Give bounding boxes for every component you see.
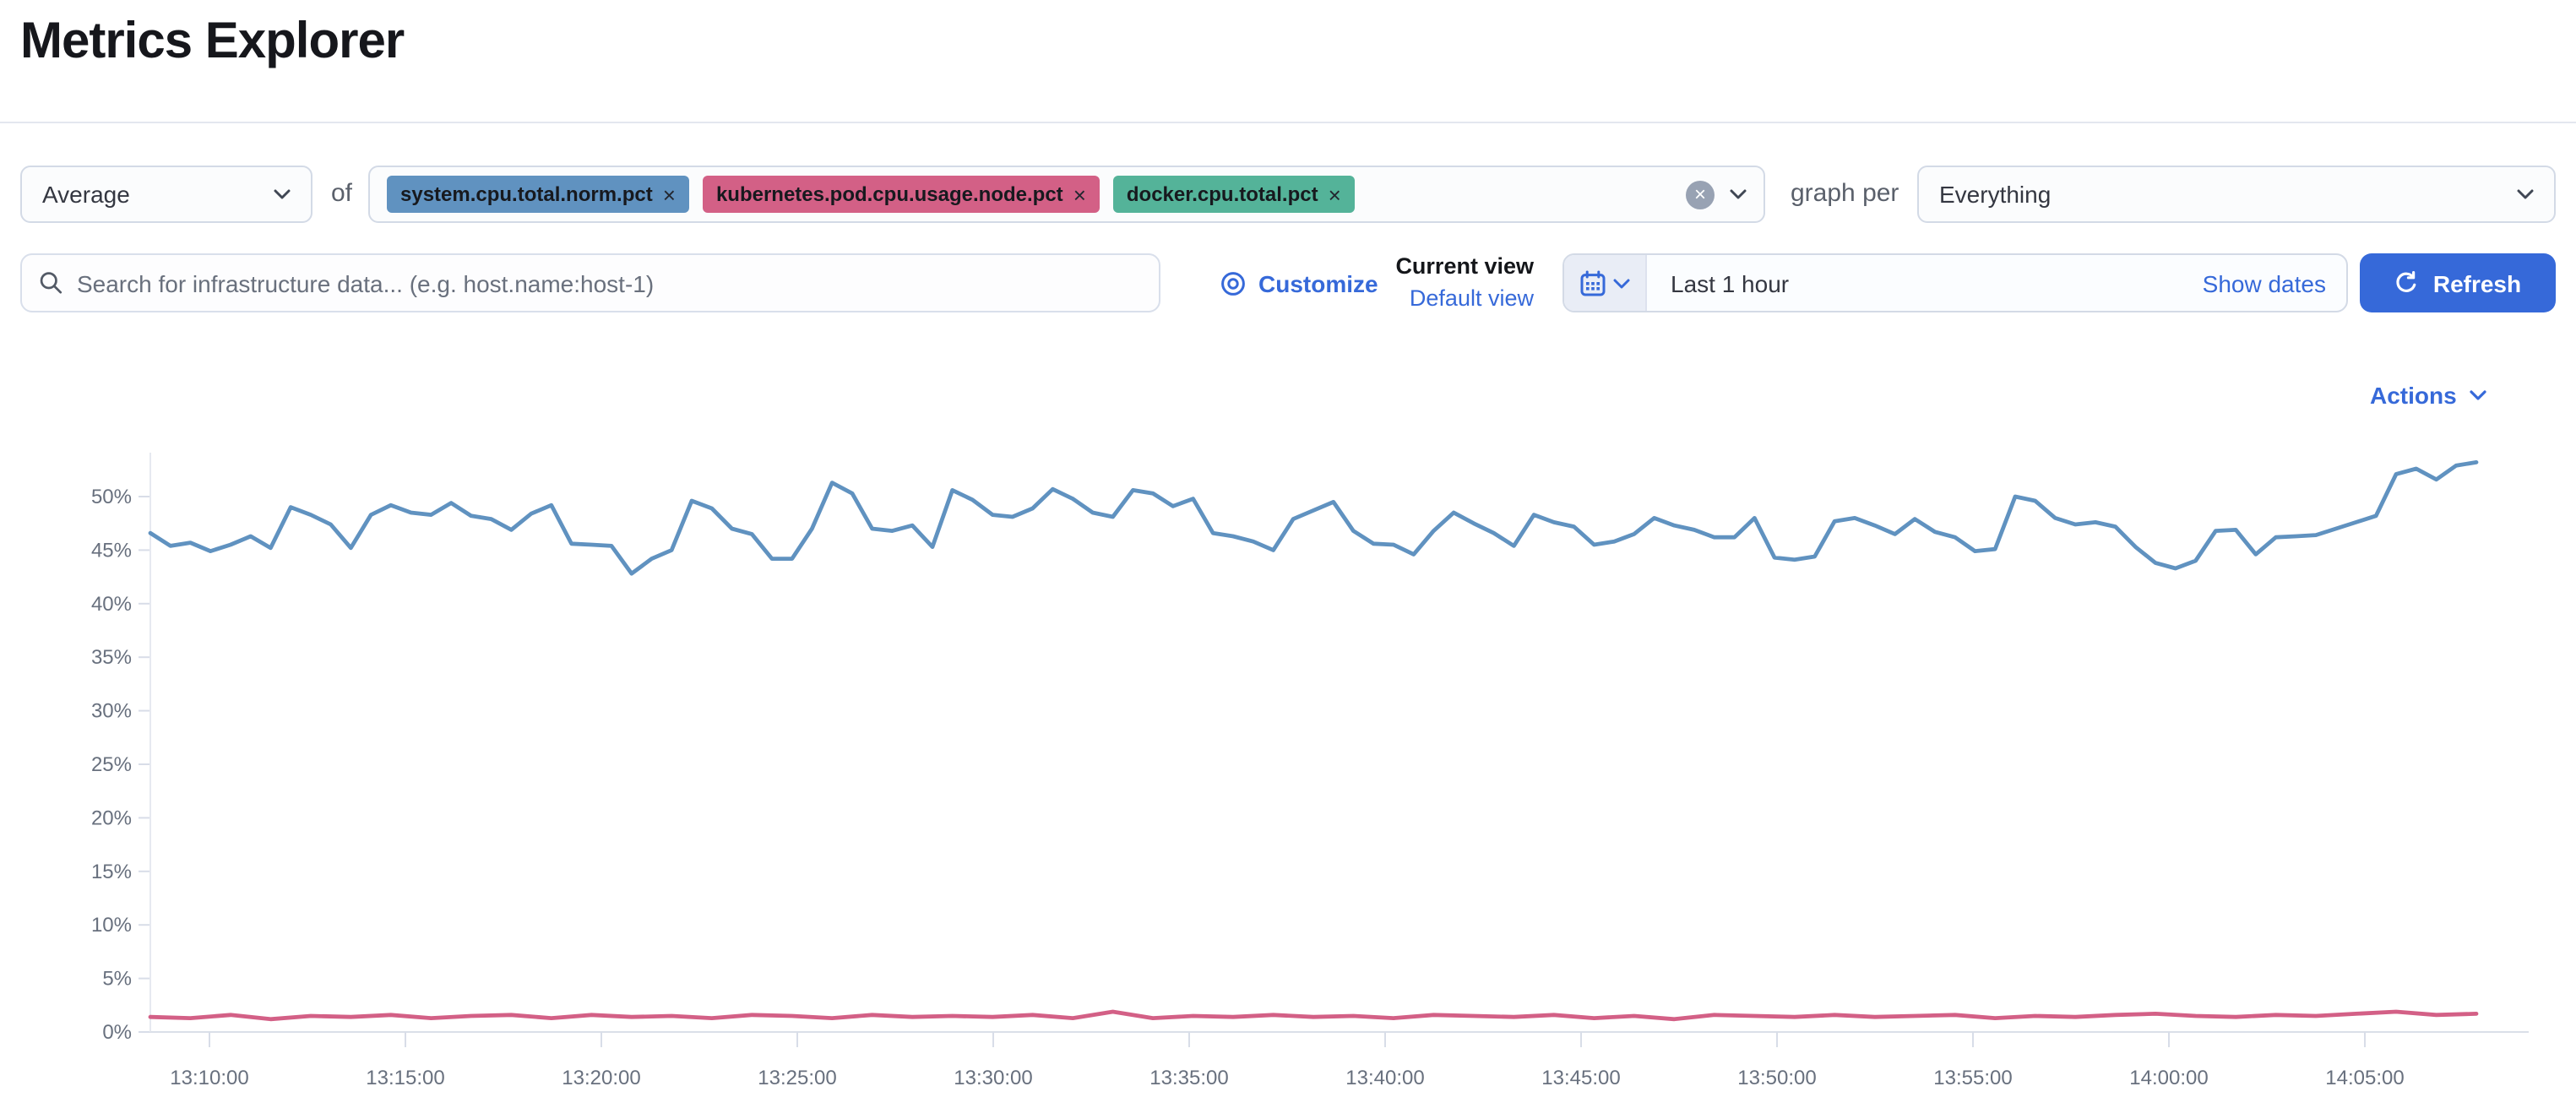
view-switcher: Current view Default view xyxy=(1301,252,1534,314)
metric-badge-label: system.cpu.total.norm.pct xyxy=(400,182,653,206)
svg-text:13:20:00: 13:20:00 xyxy=(562,1067,640,1089)
svg-text:50%: 50% xyxy=(91,486,132,508)
svg-text:40%: 40% xyxy=(91,593,132,616)
svg-text:45%: 45% xyxy=(91,539,132,562)
current-view-label: Current view xyxy=(1395,253,1534,279)
chevron-down-icon xyxy=(274,189,291,199)
actions-label: Actions xyxy=(2370,382,2457,409)
graph-per-select[interactable]: Everything xyxy=(1917,166,2556,223)
customize-icon xyxy=(1221,271,1245,295)
aggregation-value: Average xyxy=(42,181,130,208)
chevron-down-icon xyxy=(2470,390,2487,400)
default-view-link[interactable]: Default view xyxy=(1409,285,1534,311)
svg-text:13:35:00: 13:35:00 xyxy=(1149,1067,1228,1089)
combobox-controls: × xyxy=(1686,180,1747,209)
remove-metric-icon[interactable]: × xyxy=(1328,182,1341,207)
actions-menu-button[interactable]: Actions xyxy=(2370,382,2487,409)
time-range-button[interactable]: Last 1 hour xyxy=(1671,269,1790,296)
svg-text:30%: 30% xyxy=(91,700,132,723)
metric-badge[interactable]: kubernetes.pod.cpu.usage.node.pct × xyxy=(702,176,1100,213)
page-title: Metrics Explorer xyxy=(20,14,405,69)
refresh-label: Refresh xyxy=(2432,269,2522,296)
svg-text:20%: 20% xyxy=(91,807,132,829)
svg-text:13:30:00: 13:30:00 xyxy=(954,1067,1032,1089)
svg-text:13:10:00: 13:10:00 xyxy=(170,1067,248,1089)
svg-text:35%: 35% xyxy=(91,646,132,669)
search-icon xyxy=(40,272,62,294)
metrics-combobox[interactable]: system.cpu.total.norm.pct × kubernetes.pod… xyxy=(368,166,1765,223)
of-label: of xyxy=(331,179,353,208)
title-divider xyxy=(0,122,2576,123)
metric-badges: system.cpu.total.norm.pct × kubernetes.pod… xyxy=(387,176,1355,213)
metric-badge-label: kubernetes.pod.cpu.usage.node.pct xyxy=(715,182,1063,206)
show-dates-button[interactable]: Show dates xyxy=(2202,269,2326,296)
clear-metrics-button[interactable]: × xyxy=(1686,180,1715,209)
svg-text:13:50:00: 13:50:00 xyxy=(1737,1067,1816,1089)
graph-per-label: graph per xyxy=(1791,179,1899,208)
remove-metric-icon[interactable]: × xyxy=(1073,182,1086,207)
svg-text:5%: 5% xyxy=(102,968,132,991)
refresh-icon xyxy=(2397,271,2417,292)
svg-text:13:15:00: 13:15:00 xyxy=(366,1067,444,1089)
date-picker: Last 1 hour Show dates xyxy=(1562,253,2348,312)
metric-badge[interactable]: docker.cpu.total.pct × xyxy=(1112,176,1355,213)
svg-text:25%: 25% xyxy=(91,753,132,776)
svg-text:10%: 10% xyxy=(91,914,132,937)
svg-text:14:00:00: 14:00:00 xyxy=(2129,1067,2208,1089)
metric-badge[interactable]: system.cpu.total.norm.pct × xyxy=(387,176,689,213)
search-bar[interactable] xyxy=(20,253,1160,312)
refresh-button[interactable]: Refresh xyxy=(2360,253,2556,312)
customize-button[interactable]: Customize xyxy=(1220,253,1378,312)
customize-label: Customize xyxy=(1258,269,1378,296)
metric-badge-label: docker.cpu.total.pct xyxy=(1126,182,1318,206)
svg-text:14:05:00: 14:05:00 xyxy=(2325,1067,2404,1089)
chevron-down-icon xyxy=(2517,189,2534,199)
chevron-down-icon[interactable] xyxy=(1730,189,1747,199)
search-input[interactable] xyxy=(76,269,1142,296)
svg-text:15%: 15% xyxy=(91,861,132,883)
svg-text:13:45:00: 13:45:00 xyxy=(1541,1067,1620,1089)
remove-metric-icon[interactable]: × xyxy=(662,182,676,207)
svg-text:13:55:00: 13:55:00 xyxy=(1933,1067,2012,1089)
svg-text:13:25:00: 13:25:00 xyxy=(758,1067,836,1089)
svg-text:0%: 0% xyxy=(102,1021,132,1044)
calendar-icon xyxy=(1580,269,1606,296)
chevron-down-icon xyxy=(1613,278,1630,288)
calendar-menu-button[interactable] xyxy=(1564,255,1647,311)
svg-text:13:40:00: 13:40:00 xyxy=(1345,1067,1424,1089)
graph-per-value: Everything xyxy=(1939,181,2052,208)
aggregation-select[interactable]: Average xyxy=(20,166,312,223)
